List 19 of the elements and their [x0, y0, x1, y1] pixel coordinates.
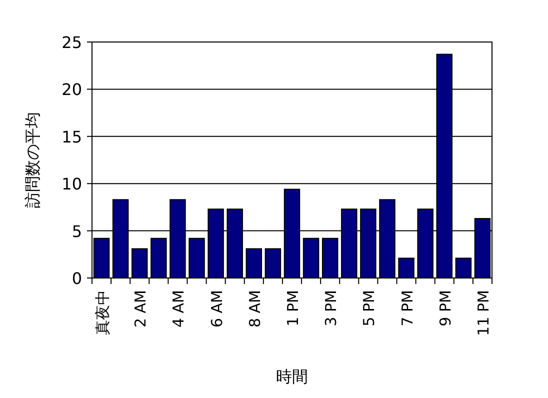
y-tick-label: 10 [62, 174, 82, 194]
x-tick-label: 5 PM [360, 290, 378, 326]
x-tick-label: 8 AM [246, 290, 264, 328]
y-axis-title: 訪問数の平均 [23, 112, 42, 208]
y-tick-label: 20 [62, 80, 82, 100]
x-tick-label: 2 AM [132, 290, 150, 328]
x-tick-label: 3 PM [322, 290, 340, 326]
x-tick-label: 真夜中 [94, 290, 112, 335]
x-tick-label: 1 PM [284, 290, 302, 326]
x-tick-label: 6 AM [208, 290, 226, 328]
y-tick-label: 5 [72, 222, 82, 241]
y-tick-label: 15 [62, 127, 82, 146]
x-axis-title: 時間 [276, 367, 308, 386]
x-tick-label: 7 PM [398, 290, 416, 326]
y-tick-label: 0 [72, 269, 82, 288]
y-tick-label: 25 [62, 33, 82, 52]
x-tick-label: 11 PM [474, 290, 492, 336]
x-tick-label: 4 AM [170, 290, 188, 328]
x-tick-label: 9 PM [436, 290, 454, 326]
